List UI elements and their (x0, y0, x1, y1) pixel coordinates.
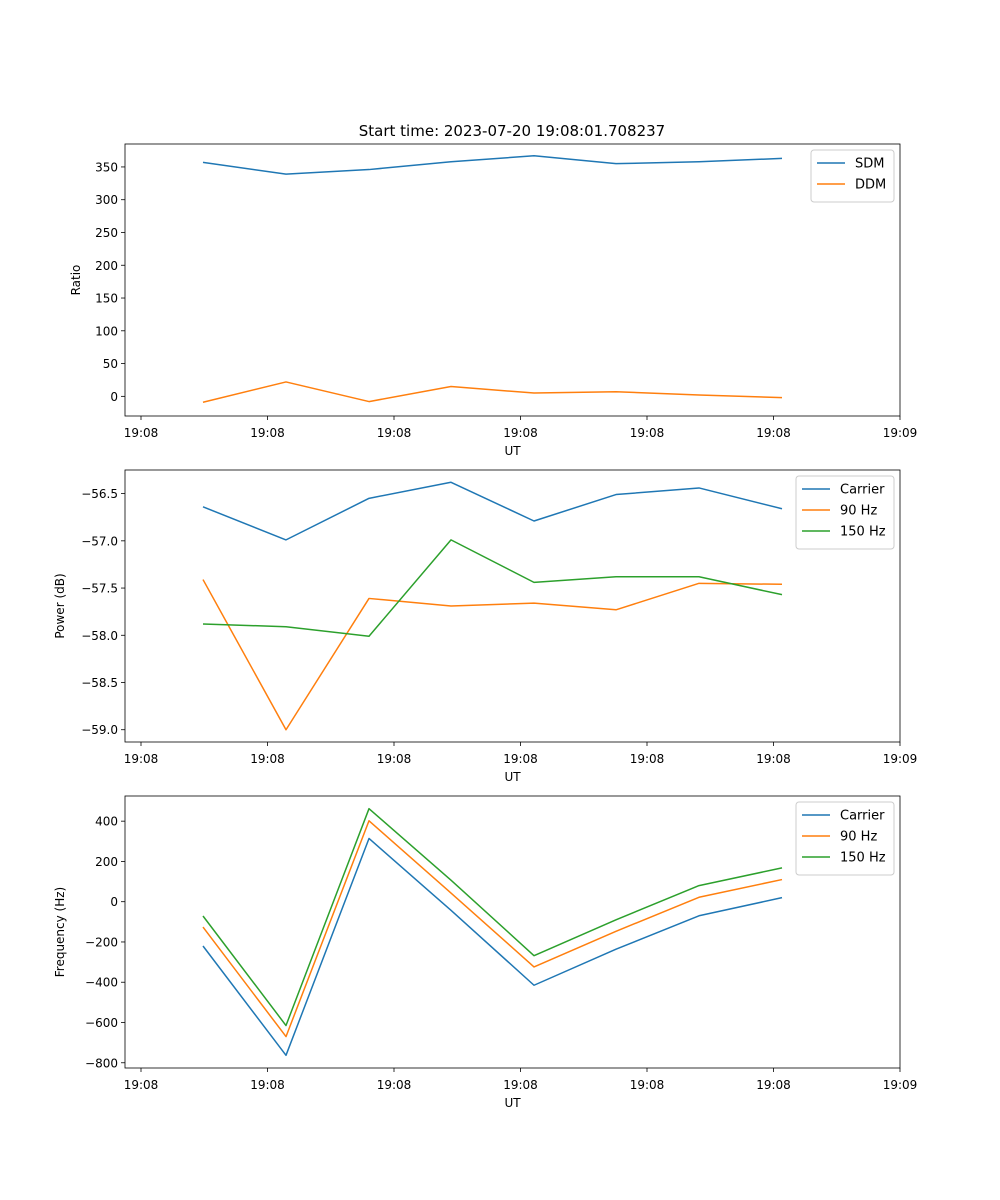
legend-entry: 90 Hz (840, 830, 877, 845)
x-tick-label: 19:08 (756, 752, 791, 766)
x-tick-label: 19:08 (377, 1078, 412, 1092)
x-tick-label: 19:08 (630, 752, 665, 766)
subplots: 0 50 100 150 200 250 300 350 19:08 19:08 19:08 19:0… (53, 143, 918, 1110)
series-line-150-hz (202, 807, 783, 1027)
x-tick-label: 19:08 (377, 426, 412, 440)
x-tick-label: 19:08 (503, 426, 538, 440)
x-tick-label: 19:09 (883, 426, 918, 440)
y-tick-label: −800 (85, 1056, 118, 1070)
legend-entry: Carrier (840, 483, 885, 498)
x-tick-label: 19:09 (883, 752, 918, 766)
legend-entry: 150 Hz (840, 851, 886, 866)
y-tick-label: 400 (95, 815, 118, 829)
y-tick-label: 100 (95, 324, 118, 338)
y-tick-label: 200 (95, 855, 118, 869)
y-tick-label: 250 (95, 226, 118, 240)
x-tick-label: 19:08 (756, 426, 791, 440)
subplot-3: −800 −600 −400 −200 0 200 400 19:08 19:08 19:08 19… (53, 795, 918, 1110)
legend-entry: 150 Hz (840, 525, 886, 540)
x-tick-label: 19:08 (503, 752, 538, 766)
x-tick-label: 19:08 (250, 1078, 285, 1092)
y-tick-label: −200 (85, 935, 118, 949)
series-line-150-hz (202, 539, 783, 637)
y-tick-label: 0 (110, 895, 118, 909)
x-tick-label: 19:08 (124, 1078, 159, 1092)
y-tick-label: 0 (110, 390, 118, 404)
legend-entry: SDM (855, 157, 884, 172)
legend-entry: Carrier (840, 809, 885, 824)
subplot-2: −59.0 −58.5 −58.0 −57.5 −57.0 −56.5 19:08 19:08… (53, 469, 918, 784)
x-tick-label: 19:08 (756, 1078, 791, 1092)
series-line-ddm (202, 381, 783, 403)
y-tick-label: −57.0 (81, 534, 118, 548)
axes-frame (124, 469, 901, 743)
x-axis-label: UT (504, 770, 521, 784)
series-line-carrier (202, 481, 783, 541)
y-axis-label: Frequency (Hz) (53, 887, 67, 978)
x-tick-label: 19:08 (630, 1078, 665, 1092)
y-tick-label: −57.5 (81, 582, 118, 596)
axes-frame (124, 143, 901, 417)
y-tick-label: −56.5 (81, 487, 118, 501)
series-line-sdm (202, 155, 783, 175)
x-axis-label: UT (504, 1096, 521, 1110)
legend-entry: 90 Hz (840, 504, 877, 519)
subplot-1: 0 50 100 150 200 250 300 350 19:08 19:08 19:08 19:0… (69, 143, 918, 458)
x-tick-label: 19:08 (124, 752, 159, 766)
series-line-90-hz (202, 579, 783, 731)
x-axis-label: UT (504, 444, 521, 458)
x-tick-label: 19:08 (377, 752, 412, 766)
x-tick-label: 19:08 (630, 426, 665, 440)
y-tick-label: −600 (85, 1016, 118, 1030)
y-tick-label: 200 (95, 259, 118, 273)
series-line-carrier (202, 837, 783, 1057)
y-tick-label: −59.0 (81, 723, 118, 737)
x-tick-label: 19:09 (883, 1078, 918, 1092)
y-tick-label: 300 (95, 193, 118, 207)
x-tick-label: 19:08 (250, 752, 285, 766)
series-line-90-hz (202, 820, 783, 1038)
x-tick-label: 19:08 (250, 426, 285, 440)
x-tick-label: 19:08 (503, 1078, 538, 1092)
y-tick-label: −58.0 (81, 629, 118, 643)
y-axis-label: Ratio (69, 265, 83, 296)
y-tick-label: 350 (95, 160, 118, 174)
axes-frame (124, 795, 901, 1069)
y-tick-label: −400 (85, 976, 118, 990)
legend-entry: DDM (855, 178, 886, 193)
y-tick-label: −58.5 (81, 676, 118, 690)
y-axis-label: Power (dB) (53, 573, 67, 638)
y-tick-label: 150 (95, 292, 118, 306)
chart-title: Start time: 2023-07-20 19:08:01.708237 (359, 122, 665, 140)
x-tick-label: 19:08 (124, 426, 159, 440)
y-tick-label: 50 (103, 357, 118, 371)
